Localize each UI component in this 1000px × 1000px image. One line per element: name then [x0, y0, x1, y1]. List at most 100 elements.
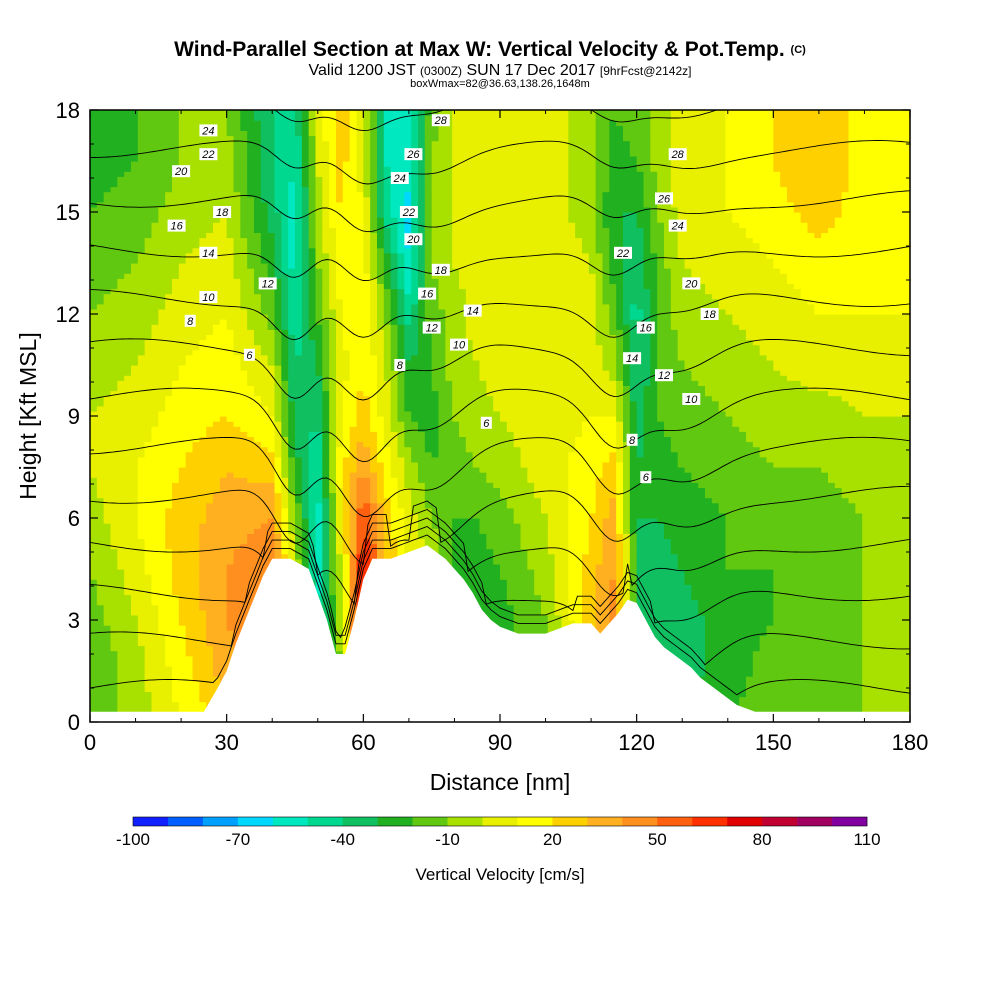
velocity-cell [117, 467, 125, 473]
velocity-cell [172, 247, 180, 254]
velocity-cell [103, 237, 112, 244]
velocity-cell [233, 217, 241, 223]
velocity-cell [178, 451, 187, 458]
velocity-cell [240, 212, 248, 218]
velocity-cell [185, 558, 194, 565]
velocity-cell [267, 426, 276, 432]
velocity-cell [206, 400, 214, 407]
velocity-cell [131, 441, 139, 448]
velocity-cell [199, 558, 207, 565]
velocity-cell [137, 298, 146, 305]
velocity-cell [349, 416, 358, 422]
velocity-cell [301, 507, 310, 514]
velocity-cell [295, 558, 303, 565]
velocity-cell [192, 604, 200, 611]
velocity-cell [329, 232, 337, 239]
velocity-cell [199, 268, 207, 274]
velocity-cell [151, 278, 159, 284]
velocity-cell [110, 135, 118, 142]
velocity-cell [281, 431, 289, 437]
velocity-cell [137, 161, 146, 167]
velocity-cell [137, 492, 146, 499]
velocity-cell [192, 242, 200, 249]
velocity-cell [329, 533, 337, 539]
velocity-cell [329, 569, 337, 575]
velocity-cell [308, 380, 317, 386]
velocity-cell [110, 538, 118, 545]
velocity-cell [349, 548, 358, 555]
velocity-cell [240, 171, 248, 177]
velocity-cell [185, 431, 194, 437]
velocity-cell [226, 329, 235, 335]
velocity-cell [144, 161, 153, 167]
velocity-cell [213, 446, 221, 453]
velocity-cell [349, 370, 358, 376]
velocity-cell [213, 645, 221, 652]
velocity-cell [356, 171, 364, 177]
velocity-cell [226, 609, 235, 616]
velocity-cell [103, 273, 112, 279]
velocity-cell [226, 298, 235, 305]
velocity-cell [137, 482, 146, 488]
velocity-cell [178, 482, 187, 488]
velocity-cell [213, 232, 221, 239]
velocity-cell [151, 487, 159, 494]
velocity-cell [199, 441, 207, 448]
velocity-cell [295, 324, 303, 330]
velocity-cell [117, 518, 125, 524]
velocity-cell [349, 400, 358, 407]
velocity-cell [144, 359, 153, 366]
velocity-cell [260, 166, 269, 172]
velocity-cell [315, 212, 323, 218]
velocity-cell [117, 400, 125, 407]
velocity-cell [124, 630, 132, 636]
velocity-cell [206, 365, 214, 371]
velocity-cell [124, 579, 132, 585]
velocity-cell [151, 446, 159, 453]
velocity-cell [178, 487, 187, 494]
velocity-cell [315, 273, 323, 279]
velocity-cell [131, 584, 139, 590]
velocity-cell [124, 359, 132, 366]
velocity-cell [151, 120, 159, 126]
velocity-cell [356, 201, 364, 208]
velocity-cell [213, 625, 221, 631]
velocity-cell [151, 365, 159, 371]
velocity-cell [158, 660, 166, 667]
velocity-cell [96, 645, 105, 652]
velocity-cell [90, 482, 98, 488]
velocity-cell [370, 502, 378, 509]
velocity-cell [226, 446, 235, 453]
velocity-cell [192, 574, 200, 580]
velocity-cell [219, 375, 228, 381]
velocity-cell [117, 421, 125, 427]
velocity-cell [363, 115, 371, 121]
velocity-cell [90, 467, 98, 473]
velocity-cell [192, 344, 200, 351]
velocity-cell [158, 410, 166, 417]
velocity-cell [206, 308, 214, 315]
velocity-cell [281, 477, 289, 483]
velocity-cell [96, 467, 105, 473]
velocity-cell [131, 497, 139, 504]
velocity-cell [301, 237, 310, 244]
velocity-cell [199, 472, 207, 478]
velocity-cell [363, 227, 371, 233]
velocity-cell [240, 155, 248, 162]
velocity-cell [356, 308, 364, 315]
velocity-cell [110, 507, 118, 514]
velocity-cell [124, 543, 132, 550]
velocity-cell [342, 344, 351, 351]
velocity-cell [110, 115, 118, 121]
velocity-cell [192, 232, 200, 239]
velocity-cell [247, 324, 255, 330]
velocity-cell [137, 206, 146, 213]
velocity-cell [137, 701, 146, 708]
velocity-cell [260, 405, 269, 412]
velocity-cell [165, 125, 173, 131]
velocity-cell [226, 472, 235, 478]
velocity-cell [288, 263, 296, 269]
velocity-cell [124, 232, 132, 239]
velocity-cell [254, 303, 262, 310]
velocity-cell [329, 380, 337, 386]
